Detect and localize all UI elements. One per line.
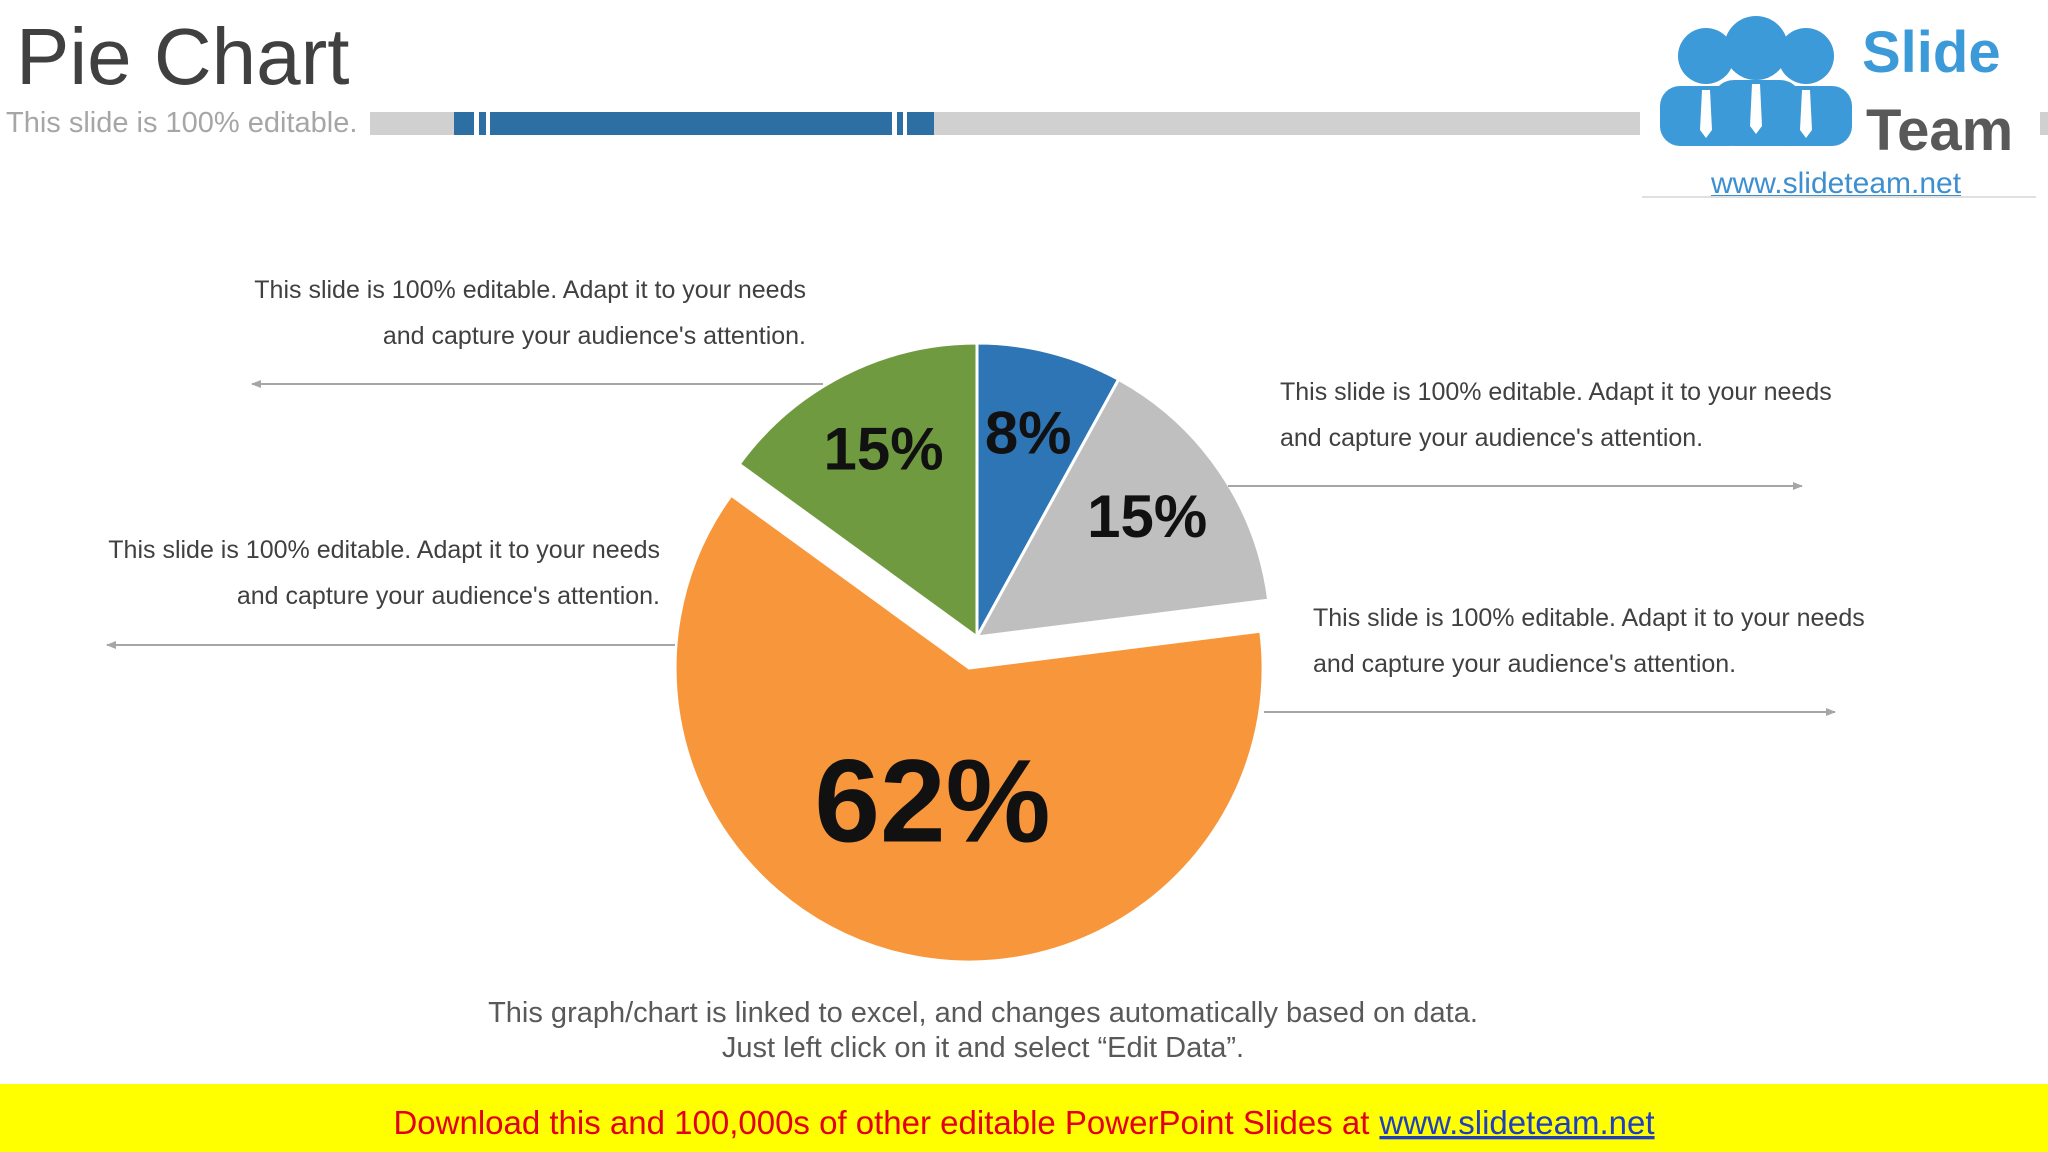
annotation-line: and capture your audience's attention. [383,322,806,350]
banner-message: Download this and 100,000s of other edit… [393,1104,1369,1141]
note-line: Just left click on it and select “Edit D… [722,1032,1244,1064]
annotation-line: and capture your audience's attention. [237,582,660,610]
subtitle: This slide is 100% editable. [6,107,357,139]
pie-chart: 8%15%62%15% [673,341,1271,964]
logo: Slide Team www.slideteam.net [1640,0,2040,200]
pie-slice [975,341,1121,638]
pie-slice [673,493,1265,964]
banner [0,1084,2048,1152]
banner-link[interactable]: www.slideteam.net [1378,1104,1654,1141]
annotations: This slide is 100% editable. Adapt it to… [106,276,1865,716]
slice-label: 8% [985,400,1072,467]
annotation-line: and capture your audience's attention. [1313,650,1736,678]
annotation-line: This slide is 100% editable. Adapt it to… [1280,378,1832,406]
pie-slice [974,377,1271,639]
logo-url[interactable]: www.slideteam.net [1710,167,1962,200]
title: Pie Chart [16,12,349,101]
slice-label: 62% [814,736,1050,868]
pie-slice [737,341,979,640]
note-line: This graph/chart is linked to excel, and… [488,997,1478,1029]
annotation-line: This slide is 100% editable. Adapt it to… [108,536,660,564]
logo-word: Slide [1862,20,2001,85]
slice-label: 15% [824,415,944,482]
annotation-line: and capture your audience's attention. [1280,424,1703,452]
annotation-line: This slide is 100% editable. Adapt it to… [1313,604,1865,632]
annotation-line: This slide is 100% editable. Adapt it to… [254,276,806,304]
slice-label: 15% [1087,483,1207,550]
logo-word: Team [1866,98,2013,163]
banner-text: Download this and 100,000s of other edit… [393,1104,1654,1141]
